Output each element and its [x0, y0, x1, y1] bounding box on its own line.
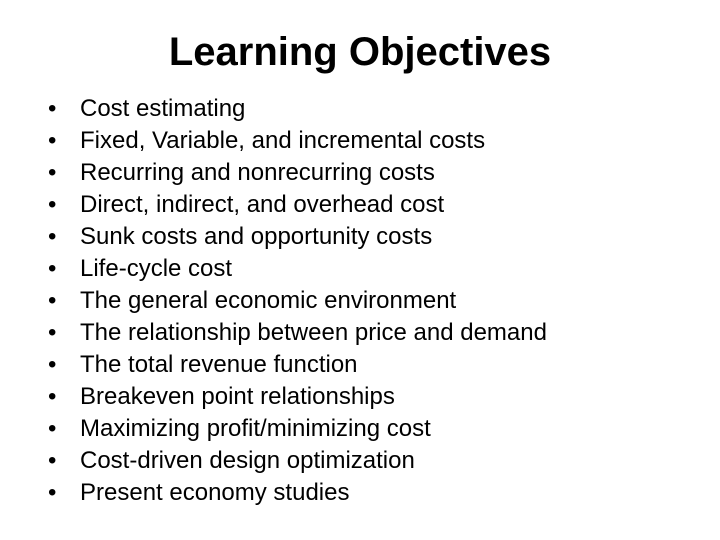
list-item: • The total revenue function: [40, 351, 680, 379]
list-item: • Breakeven point relationships: [40, 383, 680, 411]
list-item-text: Recurring and nonrecurring costs: [80, 159, 680, 187]
bullet-icon: •: [40, 415, 80, 443]
list-item: • Recurring and nonrecurring costs: [40, 159, 680, 187]
list-item: • Cost estimating: [40, 95, 680, 123]
list-item: • Cost-driven design optimization: [40, 447, 680, 475]
list-item-text: The total revenue function: [80, 351, 680, 379]
bullet-icon: •: [40, 447, 80, 475]
bullet-icon: •: [40, 223, 80, 251]
bullet-icon: •: [40, 319, 80, 347]
bullet-icon: •: [40, 383, 80, 411]
list-item-text: Maximizing profit/minimizing cost: [80, 415, 680, 443]
list-item: • Fixed, Variable, and incremental costs: [40, 127, 680, 155]
list-item: • Direct, indirect, and overhead cost: [40, 191, 680, 219]
list-item-text: Cost estimating: [80, 95, 680, 123]
bullet-icon: •: [40, 95, 80, 123]
bullet-icon: •: [40, 479, 80, 507]
list-item: • Sunk costs and opportunity costs: [40, 223, 680, 251]
list-item-text: Breakeven point relationships: [80, 383, 680, 411]
list-item: • Maximizing profit/minimizing cost: [40, 415, 680, 443]
bullet-icon: •: [40, 127, 80, 155]
list-item-text: Life-cycle cost: [80, 255, 680, 283]
list-item-text: Sunk costs and opportunity costs: [80, 223, 680, 251]
list-item-text: Direct, indirect, and overhead cost: [80, 191, 680, 219]
objectives-list: • Cost estimating • Fixed, Variable, and…: [40, 95, 680, 507]
list-item: • The general economic environment: [40, 287, 680, 315]
page-title: Learning Objectives: [40, 30, 680, 75]
bullet-icon: •: [40, 159, 80, 187]
bullet-icon: •: [40, 255, 80, 283]
list-item: • The relationship between price and dem…: [40, 319, 680, 347]
list-item-text: Fixed, Variable, and incremental costs: [80, 127, 680, 155]
list-item-text: The general economic environment: [80, 287, 680, 315]
list-item-text: Present economy studies: [80, 479, 680, 507]
bullet-icon: •: [40, 191, 80, 219]
bullet-icon: •: [40, 351, 80, 379]
bullet-icon: •: [40, 287, 80, 315]
list-item: • Present economy studies: [40, 479, 680, 507]
list-item-text: The relationship between price and deman…: [80, 319, 680, 347]
list-item-text: Cost-driven design optimization: [80, 447, 680, 475]
list-item: • Life-cycle cost: [40, 255, 680, 283]
